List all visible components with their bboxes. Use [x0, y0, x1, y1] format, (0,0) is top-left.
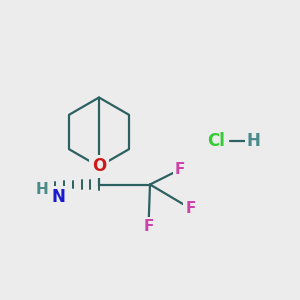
Text: H: H [247, 132, 260, 150]
Text: Cl: Cl [207, 132, 225, 150]
Text: F: F [143, 219, 154, 234]
Text: F: F [185, 201, 196, 216]
Text: H: H [36, 182, 48, 196]
Text: N: N [52, 188, 65, 206]
Text: O: O [92, 158, 106, 175]
Text: F: F [175, 162, 185, 177]
